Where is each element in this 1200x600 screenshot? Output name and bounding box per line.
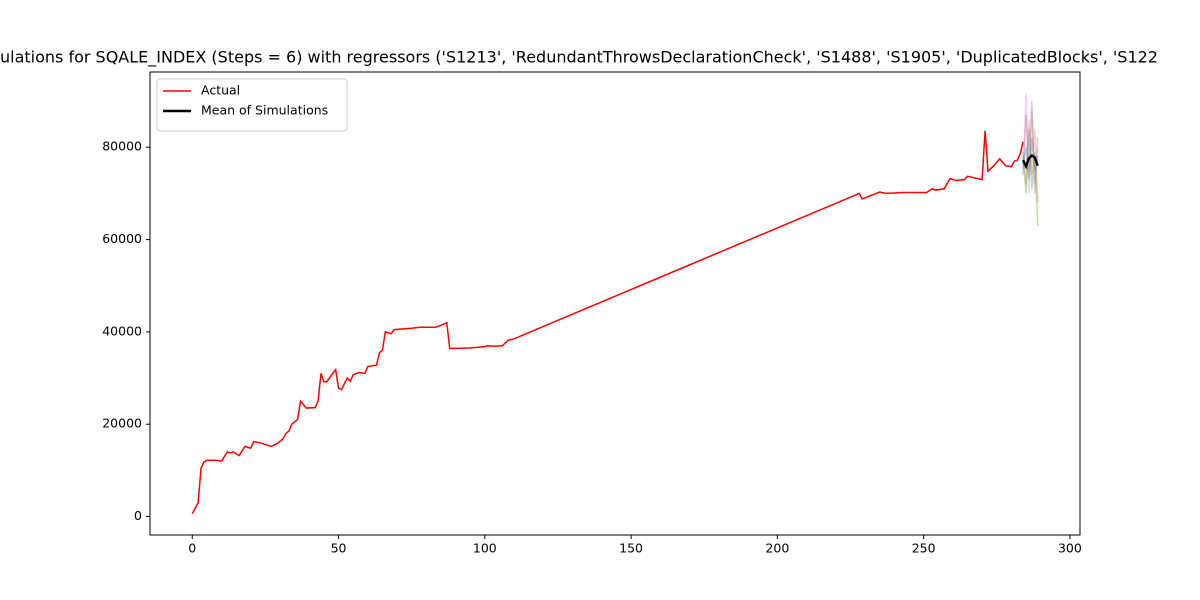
x-tick-label: 250	[912, 541, 936, 556]
legend-label: Mean of Simulations	[201, 103, 328, 118]
legend-box	[156, 78, 348, 132]
y-tick-label: 20000	[102, 416, 142, 431]
x-tick-label: 300	[1058, 541, 1082, 556]
line	[191, 130, 1024, 515]
y-tick-label: 60000	[102, 231, 142, 246]
line	[1021, 153, 1039, 170]
x-tick-label: 0	[188, 541, 196, 556]
chart-title: ulations for SQALE_INDEX (Steps = 6) wit…	[0, 48, 1158, 68]
simulation-line	[1022, 137, 1039, 180]
legend-label: Actual	[201, 83, 240, 98]
plot-frame	[149, 71, 1081, 536]
simulation-line	[1022, 101, 1039, 194]
x-tick-label: 200	[765, 541, 789, 556]
y-tick-label: 0	[134, 508, 142, 523]
x-tick-label: 50	[331, 541, 347, 556]
y-tick-label: 40000	[102, 323, 142, 338]
simulation-line	[1022, 128, 1039, 226]
x-tick-label: 100	[473, 541, 497, 556]
simulation-line	[1022, 119, 1039, 203]
simulation-line	[1022, 94, 1039, 194]
x-tick-label: 150	[619, 541, 643, 556]
y-tick-label: 80000	[102, 139, 142, 154]
